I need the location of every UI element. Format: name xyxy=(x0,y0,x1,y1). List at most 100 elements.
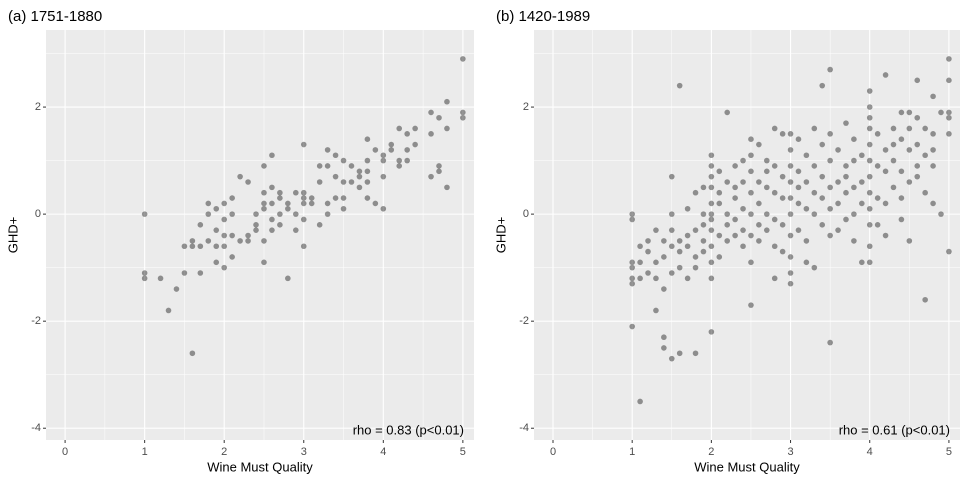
point xyxy=(684,205,691,212)
point xyxy=(364,136,371,142)
point xyxy=(930,131,936,137)
point xyxy=(668,211,675,217)
point xyxy=(300,243,307,250)
point xyxy=(388,141,395,148)
point xyxy=(285,205,291,212)
point xyxy=(866,259,873,266)
point xyxy=(859,179,865,185)
point xyxy=(779,222,786,228)
point xyxy=(835,227,841,233)
point xyxy=(819,82,826,89)
point xyxy=(404,147,410,153)
point xyxy=(436,163,442,169)
point xyxy=(380,152,387,159)
point xyxy=(827,184,833,191)
point xyxy=(692,350,699,357)
point xyxy=(676,264,683,271)
x-tick-label: 5 xyxy=(460,446,466,458)
point xyxy=(668,243,675,250)
point xyxy=(771,163,778,169)
point xyxy=(922,152,928,159)
point xyxy=(300,195,307,201)
point xyxy=(668,270,675,276)
point xyxy=(292,227,299,233)
point xyxy=(676,82,683,89)
point xyxy=(756,200,762,207)
point xyxy=(859,152,865,159)
point xyxy=(779,248,786,255)
point xyxy=(763,211,770,217)
point xyxy=(748,211,754,217)
point xyxy=(700,248,707,255)
point xyxy=(269,216,275,223)
point xyxy=(803,259,810,266)
y-tick-label: 2 xyxy=(35,101,41,113)
point xyxy=(756,141,762,148)
point xyxy=(906,147,913,153)
y-tick-label: 0 xyxy=(35,208,41,220)
point xyxy=(946,248,952,255)
point xyxy=(851,238,857,244)
point xyxy=(866,114,873,121)
point xyxy=(221,200,228,207)
point xyxy=(938,211,944,217)
panel-background xyxy=(534,30,960,440)
point xyxy=(740,205,746,212)
point xyxy=(292,211,299,217)
point xyxy=(779,173,786,180)
point xyxy=(882,72,889,78)
point xyxy=(771,216,778,223)
point xyxy=(787,195,794,201)
annotation: rho = 0.83 (p<0.01) xyxy=(353,422,464,437)
point xyxy=(716,200,723,207)
point xyxy=(906,238,913,244)
point xyxy=(716,232,723,239)
point xyxy=(803,179,810,185)
point xyxy=(866,243,873,250)
point xyxy=(380,173,387,180)
x-tick-label: 0 xyxy=(62,446,68,458)
point xyxy=(661,286,667,292)
point xyxy=(708,227,715,233)
point xyxy=(197,243,204,250)
point xyxy=(843,163,849,169)
point xyxy=(324,200,331,207)
point xyxy=(348,179,355,185)
point xyxy=(269,184,275,191)
point xyxy=(914,114,921,121)
point xyxy=(692,264,699,271)
point xyxy=(412,125,418,132)
point xyxy=(684,275,691,282)
point xyxy=(637,398,643,405)
point xyxy=(946,114,952,121)
point xyxy=(724,109,731,116)
point xyxy=(692,227,699,233)
point xyxy=(629,275,635,282)
point xyxy=(859,259,865,266)
point xyxy=(436,168,442,175)
point xyxy=(348,163,355,169)
point xyxy=(803,152,810,159)
point xyxy=(874,163,881,169)
point xyxy=(364,195,371,201)
x-axis-label: Wine Must Quality xyxy=(694,459,800,474)
point xyxy=(261,200,267,207)
point xyxy=(676,350,683,357)
point xyxy=(300,141,307,148)
point xyxy=(787,163,794,169)
point xyxy=(827,66,833,73)
point xyxy=(732,232,738,239)
point xyxy=(700,184,707,191)
point xyxy=(748,189,754,196)
point xyxy=(803,238,810,244)
point xyxy=(460,109,466,116)
point xyxy=(269,227,275,233)
point xyxy=(740,243,746,250)
point xyxy=(189,238,196,244)
point xyxy=(890,184,897,191)
point xyxy=(748,168,754,175)
point xyxy=(300,200,307,207)
y-axis-label: GHD+ xyxy=(493,217,508,253)
point xyxy=(946,109,952,116)
point xyxy=(436,114,442,121)
